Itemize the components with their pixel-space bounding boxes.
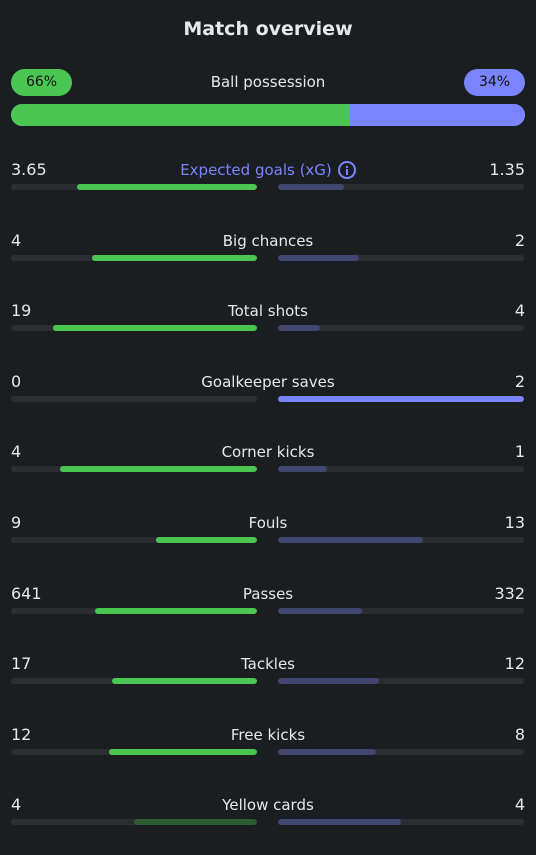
home-value: 9 xyxy=(11,513,22,532)
home-bar-track xyxy=(11,608,257,614)
home-bar-track xyxy=(11,396,257,402)
page-title: Match overview xyxy=(183,18,353,40)
possession-bar-away xyxy=(350,104,525,126)
away-bar-fill xyxy=(278,608,362,614)
home-value: 4 xyxy=(11,442,22,461)
away-bar-fill xyxy=(278,184,345,190)
home-bar-fill xyxy=(134,819,257,825)
home-bar-track xyxy=(11,678,257,684)
stat-label: Free kicks xyxy=(11,725,525,745)
home-bar-track xyxy=(11,749,257,755)
away-bar-fill xyxy=(278,396,524,402)
home-value: 4 xyxy=(11,795,22,814)
stat-label-text: Tackles xyxy=(240,655,296,673)
stat-label: Fouls xyxy=(11,513,525,533)
away-bar-fill xyxy=(278,819,401,825)
stat-row: 0 Goalkeeper saves 2 xyxy=(11,372,525,420)
stat-label-text: Goalkeeper saves xyxy=(201,373,335,391)
home-value: 19 xyxy=(11,301,32,320)
possession-row: 66% Ball possession 34% xyxy=(11,69,525,96)
possession-label: Ball possession xyxy=(210,73,326,91)
stat-label: Total shots xyxy=(11,301,525,321)
away-bar-track xyxy=(278,537,524,543)
home-value: 0 xyxy=(11,372,22,391)
home-bar-fill xyxy=(111,678,257,684)
home-bar-fill xyxy=(156,537,257,543)
stat-label: Yellow cards xyxy=(11,795,525,815)
stat-label-text: Expected goals (xG) xyxy=(180,161,332,179)
home-value: 17 xyxy=(11,654,32,673)
away-value: 1.35 xyxy=(489,160,525,179)
away-value: 4 xyxy=(514,301,525,320)
away-bar-track xyxy=(278,325,524,331)
home-bar-fill xyxy=(77,184,257,190)
away-bar-fill xyxy=(278,325,320,331)
home-bar-fill xyxy=(109,749,257,755)
home-value: 3.65 xyxy=(11,160,47,179)
stat-row: 641 Passes 332 xyxy=(11,584,525,632)
stat-row: 3.65 Expected goals (xG) 1.35 xyxy=(11,160,525,208)
stat-label-text: Passes xyxy=(242,585,294,603)
stat-row: 12 Free kicks 8 xyxy=(11,725,525,773)
away-value: 12 xyxy=(504,654,525,673)
home-bar-track xyxy=(11,466,257,472)
away-bar-fill xyxy=(278,678,379,684)
away-value: 332 xyxy=(494,584,525,603)
stat-row: 4 Yellow cards 4 xyxy=(11,795,525,843)
stat-row: 19 Total shots 4 xyxy=(11,301,525,349)
stat-label[interactable]: Expected goals (xG) xyxy=(11,160,525,180)
away-bar-fill xyxy=(278,466,328,472)
stat-row: 17 Tackles 12 xyxy=(11,654,525,702)
away-bar-track xyxy=(278,608,524,614)
home-bar-track xyxy=(11,819,257,825)
away-value: 2 xyxy=(514,372,525,391)
away-value: 8 xyxy=(514,725,525,744)
away-bar-track xyxy=(278,678,524,684)
away-bar-fill xyxy=(278,255,360,261)
stat-label-text: Free kicks xyxy=(230,726,306,744)
home-bar-track xyxy=(11,255,257,261)
away-possession-badge: 34% xyxy=(464,69,525,96)
home-possession-badge: 66% xyxy=(11,69,72,96)
home-bar-track xyxy=(11,184,257,190)
stat-label-text: Fouls xyxy=(248,514,288,532)
stat-row: 4 Corner kicks 1 xyxy=(11,442,525,490)
home-bar-track xyxy=(11,537,257,543)
home-bar-track xyxy=(11,325,257,331)
away-value: 1 xyxy=(514,442,525,461)
away-bar-fill xyxy=(278,749,377,755)
home-bar-fill xyxy=(94,608,257,614)
away-bar-track xyxy=(278,184,524,190)
away-bar-track xyxy=(278,396,524,402)
info-icon[interactable] xyxy=(337,161,356,179)
home-value: 641 xyxy=(11,584,42,603)
stat-label-text: Big chances xyxy=(222,232,314,250)
away-value: 4 xyxy=(514,795,525,814)
stat-label-text: Yellow cards xyxy=(222,796,314,814)
home-value: 4 xyxy=(11,231,22,250)
stat-label: Passes xyxy=(11,584,525,604)
home-bar-fill xyxy=(60,466,257,472)
stat-row: 4 Big chances 2 xyxy=(11,231,525,279)
home-bar-fill xyxy=(52,325,257,331)
away-value: 13 xyxy=(504,513,525,532)
stat-label: Big chances xyxy=(11,231,525,251)
away-bar-fill xyxy=(278,537,424,543)
stat-label-text: Corner kicks xyxy=(221,443,315,461)
stat-label: Corner kicks xyxy=(11,442,525,462)
away-value: 2 xyxy=(514,231,525,250)
home-value: 12 xyxy=(11,725,32,744)
away-bar-track xyxy=(278,255,524,261)
stat-label: Goalkeeper saves xyxy=(11,372,525,392)
away-bar-track xyxy=(278,466,524,472)
away-bar-track xyxy=(278,749,524,755)
away-bar-track xyxy=(278,819,524,825)
possession-bar-home xyxy=(11,104,351,126)
home-bar-fill xyxy=(92,255,257,261)
stat-label: Tackles xyxy=(11,654,525,674)
possession-bar xyxy=(11,104,525,126)
stat-label-text: Total shots xyxy=(228,302,308,320)
stat-row: 9 Fouls 13 xyxy=(11,513,525,561)
